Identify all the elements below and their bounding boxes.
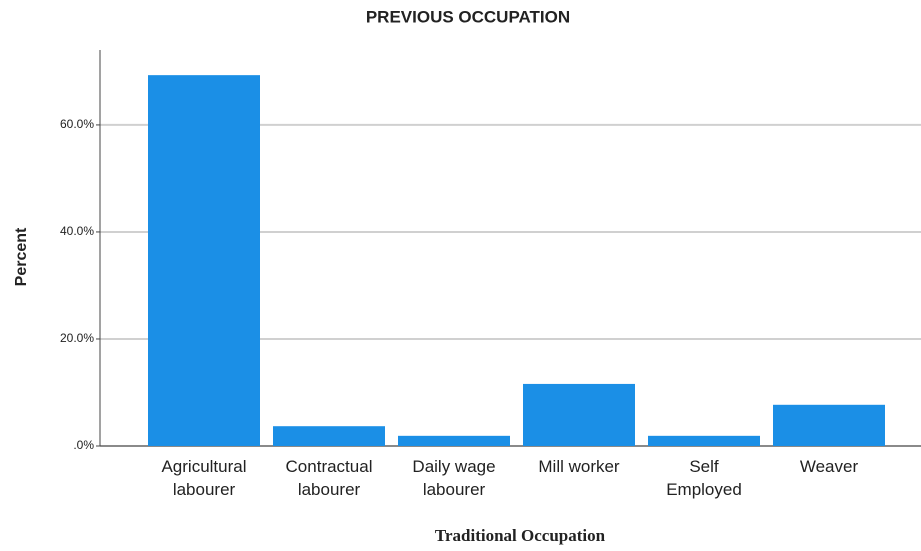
bar [148,75,260,446]
x-tick-label: Daily wage labourer [412,457,495,499]
y-axis-label: Percent [13,227,30,286]
x-tick-label: Self Employed [666,457,742,499]
bar [648,435,760,446]
bar [773,404,885,446]
y-tick-label: 20.0% [60,331,94,345]
y-tick-label: .0% [73,438,94,452]
bar [398,435,510,446]
x-axis-label: Traditional Occupation [435,526,606,545]
bar [523,383,635,446]
bar [273,426,385,446]
y-tick-label: 60.0% [60,117,94,131]
x-tick-label: Weaver [800,457,859,476]
chart-title: PREVIOUS OCCUPATION [366,7,570,26]
y-tick-label: 40.0% [60,224,94,238]
x-tick-label: Contractual labourer [286,457,373,499]
x-tick-label: Agricultural labourer [161,457,246,499]
x-tick-label: Mill worker [538,457,620,476]
